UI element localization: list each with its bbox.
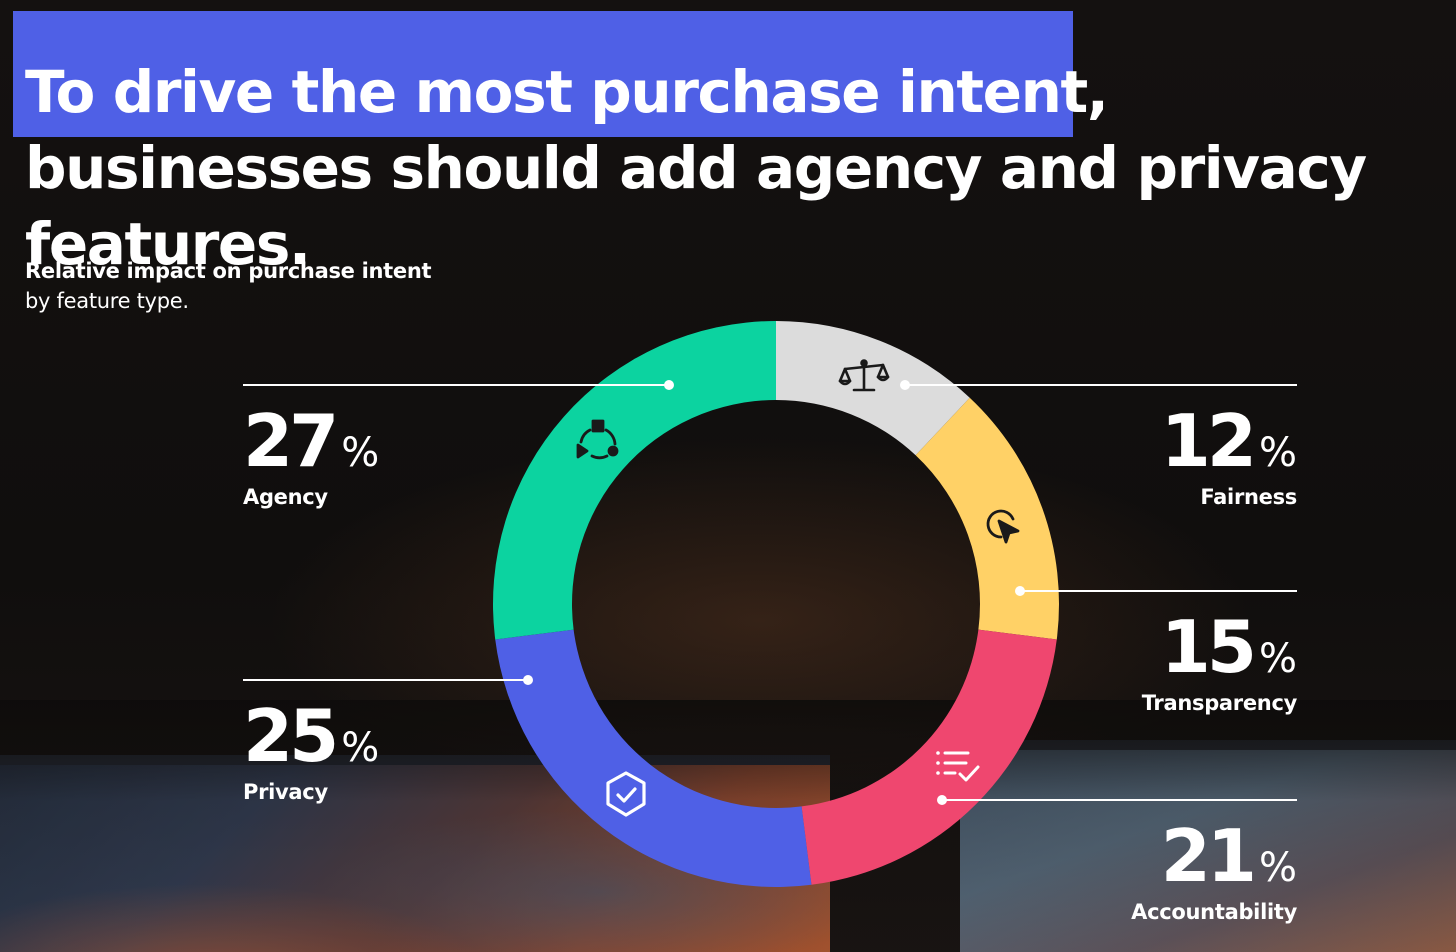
agency-unit: % [341, 430, 380, 476]
transparency-value: 15 [1160, 605, 1257, 689]
subtitle-line-1: Relative impact on purchase intent [25, 259, 432, 283]
callout-fairness: 12% Fairness [967, 405, 1298, 509]
leader-fairness-dot [900, 380, 910, 390]
fairness-label: Fairness [1200, 485, 1297, 509]
callout-accountability: 21% Accountability [967, 820, 1297, 924]
leader-accountability-dot [937, 795, 947, 805]
fairness-unit: % [1258, 430, 1297, 476]
accountability-unit: % [1258, 845, 1297, 891]
privacy-unit: % [341, 725, 380, 771]
cursor-target-icon [986, 509, 1020, 544]
network-cycle-icon [576, 419, 619, 460]
slice-transparency [915, 397, 1059, 640]
leader-privacy-dot [523, 675, 533, 685]
leader-agency-dot [664, 380, 674, 390]
agency-label: Agency [243, 485, 328, 509]
transparency-unit: % [1258, 636, 1297, 682]
slice-privacy [495, 629, 812, 887]
chart-subtitle: Relative impact on purchase intent by fe… [25, 256, 545, 316]
shield-check-icon [606, 771, 646, 817]
callout-transparency: 15% Transparency [967, 611, 1298, 715]
slice-fairness [776, 321, 970, 456]
subtitle-line-2: by feature type. [25, 289, 189, 313]
transparency-label: Transparency [1141, 691, 1298, 715]
accountability-value: 21 [1160, 814, 1257, 898]
slice-accountability [801, 629, 1057, 885]
scale-icon [838, 359, 890, 392]
accountability-label: Accountability [1131, 900, 1297, 924]
headline: To drive the most purchase intent, busin… [25, 54, 1445, 282]
checklist-icon [936, 751, 980, 782]
leader-transparency-dot [1015, 586, 1025, 596]
agency-value: 27 [243, 399, 339, 483]
slice-agency [493, 321, 776, 640]
fairness-value: 12 [1160, 399, 1257, 483]
donut-slices [493, 321, 1059, 887]
privacy-value: 25 [243, 694, 339, 778]
callout-leaders [243, 380, 1297, 805]
headline-highlight [13, 11, 1073, 137]
headline-rest-text: businesses should add agency and privacy… [25, 134, 1367, 278]
slice-icons [576, 359, 1020, 817]
headline-highlighted-text: To drive the most purchase intent, [25, 58, 1109, 126]
callout-privacy: 25% Privacy [243, 700, 573, 804]
privacy-label: Privacy [243, 780, 328, 804]
callout-agency: 27% Agency [243, 405, 573, 509]
